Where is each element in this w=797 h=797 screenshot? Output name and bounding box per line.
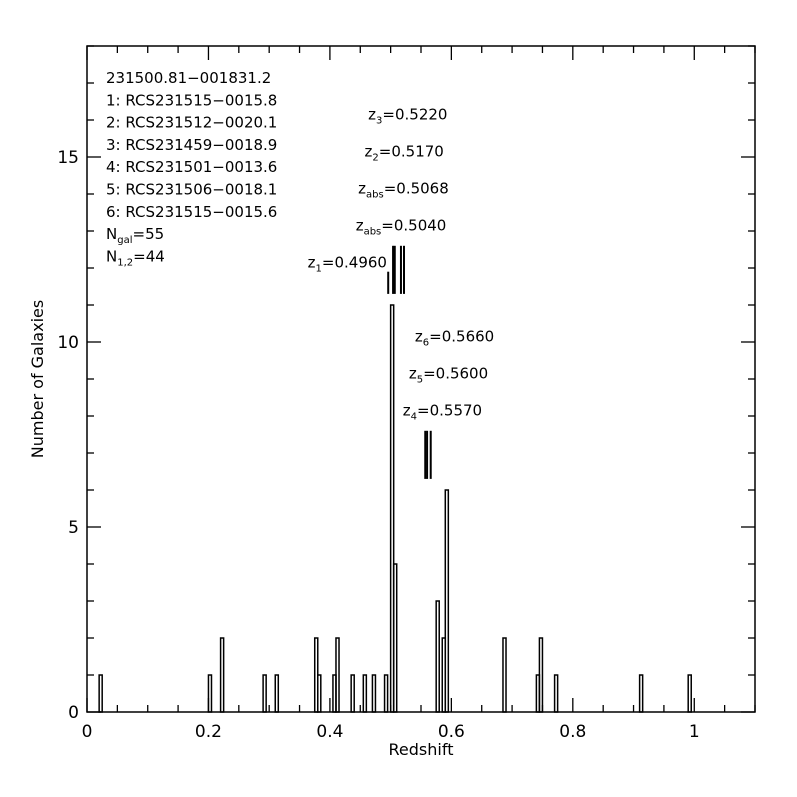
x-tick-label: 0.2	[195, 722, 222, 742]
x-tick-label: 0	[82, 722, 93, 742]
label-tail: =0.5570	[417, 401, 482, 419]
label-main: 5: RCS231506−0018.1	[106, 181, 277, 199]
info-line: 5: RCS231506−0018.1	[106, 181, 277, 199]
info-line: N1,2=44	[106, 247, 165, 268]
label-subscript: 1,2	[117, 257, 133, 268]
redshift-marker-label: zabs=0.5068	[358, 179, 449, 200]
redshift-marker-label: zabs=0.5040	[356, 216, 447, 237]
label-main: N	[106, 225, 117, 243]
label-main: z	[358, 179, 366, 197]
label-main: 2: RCS231512−0020.1	[106, 114, 277, 132]
histogram-bar	[553, 674, 559, 713]
label-tail: =0.5170	[379, 142, 444, 160]
histogram-bar	[538, 637, 544, 713]
y-axis-label: Number of Galaxies	[28, 300, 47, 458]
redshift-marker-label: z6=0.5660	[415, 327, 494, 348]
x-tick-label: 0.4	[316, 722, 343, 742]
label-subscript: 6	[423, 337, 429, 348]
x-tick-label: 0.8	[559, 722, 586, 742]
label-tail: =44	[133, 247, 165, 265]
label-main: z	[409, 364, 417, 382]
label-subscript: 5	[417, 374, 423, 385]
label-main: z	[308, 253, 316, 271]
histogram-bar	[350, 674, 355, 713]
label-tail: =0.4960	[322, 253, 387, 271]
label-tail: =0.5068	[384, 179, 449, 197]
redshift-markers: z1=0.4960zabs=0.5040zabs=0.5068z2=0.5170…	[308, 105, 494, 479]
label-subscript: abs	[364, 226, 382, 237]
histogram-bar	[207, 674, 213, 713]
info-text-block: 231500.81−001831.2 1: RCS231515−0015.8 2: …	[106, 69, 277, 268]
histogram-bar	[262, 674, 267, 713]
label-tail: =0.5220	[382, 105, 447, 123]
histogram-bar	[444, 489, 450, 713]
label-main: z	[368, 105, 376, 123]
histogram-bar	[362, 674, 368, 713]
histogram-bars	[98, 304, 692, 713]
histogram-bar	[98, 674, 103, 713]
label-main: 4: RCS231501−0013.6	[106, 158, 277, 176]
label-main: 6: RCS231515−0015.6	[106, 203, 277, 221]
plot-frame	[86, 45, 756, 713]
y-tick-label: 15	[57, 148, 79, 168]
histogram-bar	[219, 637, 225, 713]
label-main: 3: RCS231459−0018.9	[106, 136, 277, 154]
histogram-bar	[392, 563, 398, 713]
x-tick-label: 1	[689, 722, 700, 742]
redshift-marker-label: z5=0.5600	[409, 364, 488, 385]
label-tail: =0.5600	[423, 364, 488, 382]
label-subscript: 4	[411, 411, 417, 422]
redshift-marker-label: z1=0.4960	[308, 253, 387, 274]
info-line: 231500.81−001831.2	[106, 69, 271, 87]
label-tail: =0.5660	[429, 327, 494, 345]
histogram-bar	[687, 674, 692, 713]
histogram-bar	[317, 674, 322, 713]
y-tick-label: 0	[68, 703, 79, 723]
label-tail: =55	[133, 225, 165, 243]
x-tick-label: 0.6	[438, 722, 465, 742]
y-tick-label: 10	[57, 333, 79, 353]
label-main: z	[365, 142, 373, 160]
label-subscript: 3	[376, 115, 382, 126]
info-line: 3: RCS231459−0018.9	[106, 136, 277, 154]
x-axis-label: Redshift	[389, 740, 454, 759]
label-main: z	[356, 216, 364, 234]
label-subscript: gal	[117, 235, 132, 246]
label-main: N	[106, 247, 117, 265]
label-subscript: 2	[372, 152, 378, 163]
label-tail: =0.5040	[381, 216, 446, 234]
y-tick-label: 5	[68, 518, 79, 538]
label-main: z	[403, 401, 411, 419]
histogram-bar	[335, 637, 340, 713]
histogram-bar	[502, 637, 507, 713]
label-main: 231500.81−001831.2	[106, 69, 271, 87]
info-line: 2: RCS231512−0020.1	[106, 114, 277, 132]
redshift-marker-label: z4=0.5570	[403, 401, 482, 422]
label-subscript: 1	[316, 263, 322, 274]
label-subscript: abs	[366, 189, 384, 200]
histogram-bar	[274, 674, 280, 713]
info-line: Ngal=55	[106, 225, 164, 246]
redshift-marker-label: z2=0.5170	[365, 142, 444, 163]
label-main: 1: RCS231515−0015.8	[106, 91, 277, 109]
label-main: z	[415, 327, 423, 345]
histogram-bar	[383, 674, 389, 713]
histogram-bar	[435, 600, 440, 713]
info-line: 1: RCS231515−0015.8	[106, 91, 277, 109]
histogram-bar	[638, 674, 644, 713]
info-line: 6: RCS231515−0015.6	[106, 203, 277, 221]
histogram-bar	[371, 674, 377, 713]
redshift-marker-label: z3=0.5220	[368, 105, 447, 126]
info-line: 4: RCS231501−0013.6	[106, 158, 277, 176]
